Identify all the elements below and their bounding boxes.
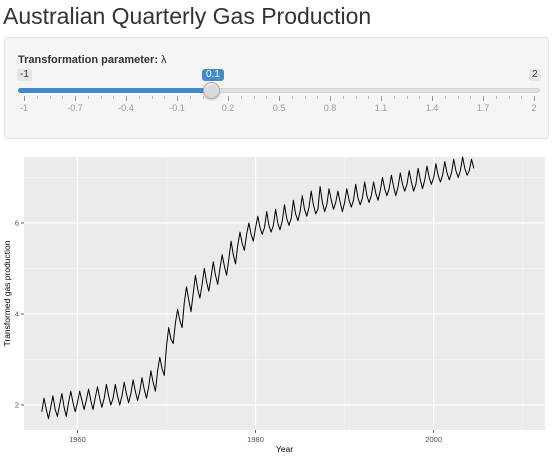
slider-grid-minor-tick xyxy=(393,96,395,99)
slider-grid-label: -0.1 xyxy=(169,103,185,113)
slider-grid-label: -0.4 xyxy=(118,103,134,113)
y-tick-label: 2 xyxy=(15,400,19,409)
slider-grid-minor-tick xyxy=(253,96,255,99)
sidebar-panel: Transformation parameter: λ -1 2 0.1 -1-… xyxy=(4,37,549,139)
slider-grid-minor-tick xyxy=(317,96,319,99)
slider-grid-label: -1 xyxy=(19,103,28,113)
y-axis-label: Transformed gas production xyxy=(2,240,12,346)
slider-grid-minor-tick xyxy=(138,96,140,99)
slider-grid-minor-tick xyxy=(202,96,204,99)
slider-grid-minor-tick xyxy=(113,96,115,99)
slider-max-label: 2 xyxy=(529,69,541,81)
x-axis-label: Year xyxy=(276,444,293,454)
series-line xyxy=(41,156,475,420)
slider-grid-minor-tick xyxy=(36,96,38,99)
slider-label: Transformation parameter: λ xyxy=(18,54,167,66)
slider-grid-minor-tick xyxy=(87,96,89,99)
slider-grid-minor-tick xyxy=(406,96,408,99)
slider-grid-minor-tick xyxy=(444,96,446,99)
slider-value-label: 0.1 xyxy=(202,69,224,81)
slider-grid-minor-tick xyxy=(164,96,166,99)
slider-grid-minor-tick xyxy=(215,96,217,99)
slider-grid-tick xyxy=(75,96,76,101)
slider-grid-label: 1.7 xyxy=(476,103,490,113)
slider-grid-minor-tick xyxy=(355,96,357,99)
slider-label-text: Transformation parameter: xyxy=(18,54,158,66)
y-tick-label: 4 xyxy=(15,309,19,318)
slider-grid-tick xyxy=(381,96,382,101)
slider-grid-label: 0.8 xyxy=(323,103,337,113)
slider-grid-minor-tick xyxy=(521,96,523,99)
slider-grid-tick xyxy=(279,96,280,101)
x-tick-label: 1960 xyxy=(69,435,86,444)
slider-grid-tick xyxy=(483,96,484,101)
slider-grid-minor-tick xyxy=(508,96,510,99)
slider-handle[interactable] xyxy=(203,82,220,99)
slider-min-label: -1 xyxy=(17,69,32,81)
slider-grid-minor-tick xyxy=(368,96,370,99)
slider-grid-minor-tick xyxy=(495,96,497,99)
slider-grid-minor-tick xyxy=(457,96,459,99)
slider-grid-label: 1.4 xyxy=(425,103,439,113)
slider-grid-label: 0.5 xyxy=(272,103,286,113)
slider-grid-tick xyxy=(126,96,127,101)
slider-grid-minor-tick xyxy=(470,96,472,99)
slider-grid-label: 1.1 xyxy=(374,103,388,113)
slider-grid-label: -0.7 xyxy=(67,103,83,113)
slider-grid-minor-tick xyxy=(100,96,102,99)
slider-grid-minor-tick xyxy=(342,96,344,99)
slider-grid-minor-tick xyxy=(62,96,64,99)
slider-grid-minor-tick xyxy=(304,96,306,99)
slider-grid-tick xyxy=(432,96,433,101)
slider-grid-tick xyxy=(228,96,229,101)
lambda-symbol: λ xyxy=(161,54,167,66)
slider-grid-label: 0.2 xyxy=(221,103,235,113)
slider-grid: -1 -0.7 -0.4 -0.1 0.2 0.5 0.8 1.1 1.4 1.7 2 xyxy=(5,93,550,123)
plot-background xyxy=(24,157,545,430)
y-tick-label: 6 xyxy=(15,218,19,227)
slider-grid-label: 2 xyxy=(531,103,537,113)
slider-grid-minor-tick xyxy=(49,96,51,99)
slider-grid-minor-tick xyxy=(291,96,293,99)
page-title: Australian Quarterly Gas Production xyxy=(3,3,372,29)
slider-grid-minor-tick xyxy=(240,96,242,99)
slider-grid-tick xyxy=(330,96,331,101)
slider-grid-minor-tick xyxy=(189,96,191,99)
slider-grid-tick xyxy=(24,96,25,101)
slider-grid-minor-tick xyxy=(266,96,268,99)
slider-grid-tick xyxy=(534,96,535,101)
x-tick-label: 1980 xyxy=(247,435,264,444)
slider-grid-minor-tick xyxy=(419,96,421,99)
line-chart: 1960 1980 2000 2 4 6 Year Transformed gas produ… xyxy=(2,156,545,454)
slider-fill xyxy=(18,88,211,93)
x-tick-label: 2000 xyxy=(425,435,442,444)
slider-grid-tick xyxy=(177,96,178,101)
slider-grid-minor-tick xyxy=(151,96,153,99)
plot-area: 1960 1980 2000 2 4 6 Year Transformed gas produ… xyxy=(0,145,554,455)
